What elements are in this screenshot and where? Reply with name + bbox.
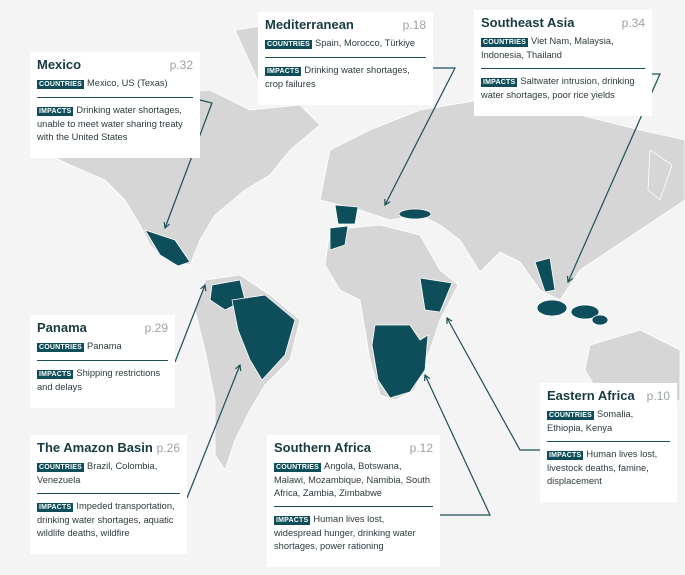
countries-text: Mexico, US (Texas) <box>87 78 168 88</box>
arrow-head <box>235 363 242 372</box>
callout-header: Southeast Asia p.34 <box>481 16 645 30</box>
page-ref: p.12 <box>409 441 433 455</box>
callout-box: Eastern Africa p.10 COUNTRIES Somalia, Ethi… <box>540 383 677 502</box>
countries-text: Somalia, Ethiopia, Kenya <box>547 409 634 433</box>
callout-box: The Amazon Basin p.26 COUNTRIES Brazil, Col… <box>30 435 187 554</box>
callout-box: Southern Africa p.12 COUNTRIES Angola, Bots… <box>267 435 440 567</box>
callout-box: Southeast Asia p.34 COUNTRIES Viet Nam, Mal… <box>474 10 652 116</box>
countries-tag: COUNTRIES <box>274 463 322 472</box>
arrow-head <box>200 283 207 292</box>
arrow-head <box>566 275 574 284</box>
callout-header: Eastern Africa p.10 <box>547 389 670 403</box>
impacts-tag: IMPACTS <box>37 107 74 116</box>
impacts-text: Human lives lost, widespread hunger, dri… <box>274 514 416 551</box>
region-title: Southern Africa <box>274 440 372 455</box>
countries-text: Angola, Botswana, Malawi, Mozambique, Na… <box>274 461 431 498</box>
page-ref: p.18 <box>402 18 426 32</box>
countries-section: COUNTRIES Brazil, Colombia, Venezuela <box>37 460 180 494</box>
impacts-section: IMPACTS Drinking water shortages, unable … <box>37 104 193 150</box>
countries-text: Spain, Morocco, Türkiye <box>315 38 416 48</box>
page-ref: p.10 <box>646 389 670 403</box>
callout-header: Panama p.29 <box>37 321 168 335</box>
countries-text: Viet Nam, Malaysia, Indonesia, Thailand <box>481 36 614 60</box>
impacts-section: IMPACTS Human lives lost, livestock death… <box>547 448 670 494</box>
region-title: Mexico <box>37 57 82 72</box>
impacts-tag: IMPACTS <box>547 451 584 460</box>
page-ref: p.29 <box>144 321 168 335</box>
impacts-tag: IMPACTS <box>265 67 302 76</box>
leader-line <box>567 73 661 283</box>
callout-box: Mexico p.32 COUNTRIES Mexico, US (Texas) IMP… <box>30 52 200 158</box>
impacts-text: Shipping restrictions and delays <box>37 368 161 392</box>
impacts-tag: IMPACTS <box>37 503 74 512</box>
countries-tag: COUNTRIES <box>37 80 85 89</box>
region-title: Mediterranean <box>265 17 354 32</box>
impacts-text: Drinking water shortages, crop failures <box>265 65 410 89</box>
countries-section: COUNTRIES Spain, Morocco, Türkiye <box>265 37 426 58</box>
callout-box: Panama p.29 COUNTRIES Panama IMPACTS Shipping… <box>30 315 175 408</box>
impacts-section: IMPACTS Shipping restrictions and delays <box>37 367 168 400</box>
arrow-head <box>384 198 391 207</box>
callout-header: Mexico p.32 <box>37 58 193 72</box>
countries-tag: COUNTRIES <box>37 463 85 472</box>
arrow-head <box>446 316 453 324</box>
callout-header: Southern Africa p.12 <box>274 441 433 455</box>
countries-section: COUNTRIES Angola, Botswana, Malawi, Mozam… <box>274 460 433 507</box>
region-title: Panama <box>37 320 87 335</box>
leader-line <box>164 99 213 229</box>
arrow-head <box>163 222 170 230</box>
leader-line <box>424 374 491 516</box>
impacts-text: Saltwater intrusion, drinking water shor… <box>481 76 635 100</box>
impacts-text: Impeded transportation, drinking water s… <box>37 501 175 538</box>
impacts-section: IMPACTS Drinking water shortages, crop fa… <box>265 64 426 97</box>
countries-section: COUNTRIES Viet Nam, Malaysia, Indonesia, … <box>481 35 645 69</box>
region-title: The Amazon Basin <box>37 440 153 455</box>
page-ref: p.26 <box>156 441 180 455</box>
page-ref: p.32 <box>169 58 193 72</box>
callout-box: Mediterranean p.18 COUNTRIES Spain, Morocco… <box>258 12 433 105</box>
impacts-tag: IMPACTS <box>37 370 74 379</box>
leader-line <box>174 284 206 363</box>
countries-tag: COUNTRIES <box>481 38 529 47</box>
countries-section: COUNTRIES Somalia, Ethiopia, Kenya <box>547 408 670 442</box>
countries-tag: COUNTRIES <box>265 40 313 49</box>
impacts-tag: IMPACTS <box>481 78 518 87</box>
callout-header: Mediterranean p.18 <box>265 18 426 32</box>
countries-tag: COUNTRIES <box>547 411 595 420</box>
impacts-tag: IMPACTS <box>274 516 311 525</box>
impacts-text: Human lives lost, livestock deaths, fami… <box>547 449 658 486</box>
countries-section: COUNTRIES Mexico, US (Texas) <box>37 77 193 98</box>
leader-line <box>384 67 456 206</box>
callout-header: The Amazon Basin p.26 <box>37 441 180 455</box>
impacts-section: IMPACTS Human lives lost, widespread hung… <box>274 513 433 559</box>
region-title: Southeast Asia <box>481 15 575 30</box>
region-title: Eastern Africa <box>547 388 635 403</box>
leader-line <box>446 317 540 451</box>
leader-line <box>186 364 241 499</box>
arrow-head <box>424 373 431 382</box>
page-ref: p.34 <box>621 16 645 30</box>
impacts-section: IMPACTS Impeded transportation, drinking … <box>37 500 180 546</box>
countries-section: COUNTRIES Panama <box>37 340 168 361</box>
countries-text: Brazil, Colombia, Venezuela <box>37 461 158 485</box>
countries-text: Panama <box>87 341 122 351</box>
impacts-section: IMPACTS Saltwater intrusion, drinking wat… <box>481 75 645 108</box>
countries-tag: COUNTRIES <box>37 343 85 352</box>
impacts-text: Drinking water shortages, unable to meet… <box>37 105 183 142</box>
